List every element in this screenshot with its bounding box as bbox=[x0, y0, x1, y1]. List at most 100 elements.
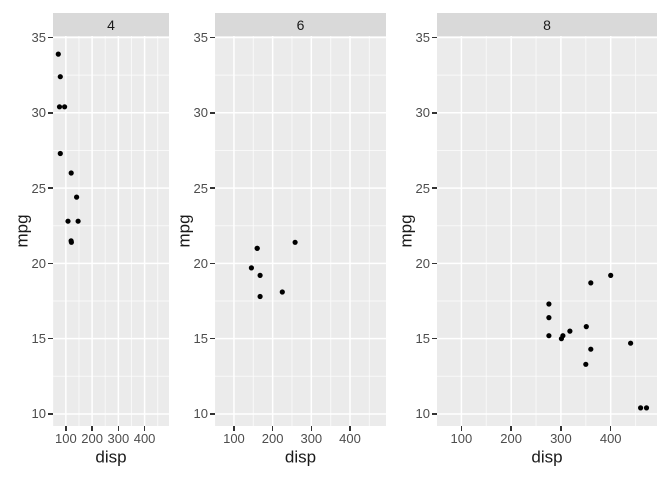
y-tick-label: 20 bbox=[31, 255, 46, 271]
y-tick-mark bbox=[210, 187, 215, 189]
x-tick-label: 400 bbox=[599, 431, 622, 446]
y-tick-mark bbox=[432, 337, 437, 340]
data-point bbox=[65, 218, 71, 224]
y-tick-mark bbox=[48, 112, 53, 114]
data-point bbox=[68, 239, 74, 245]
plot-panel bbox=[215, 36, 386, 426]
y-tick-label: 30 bbox=[193, 105, 208, 121]
data-point bbox=[292, 239, 298, 245]
data-point bbox=[57, 150, 63, 157]
x-tick-mark bbox=[271, 426, 274, 431]
x-tick-mark bbox=[65, 426, 67, 431]
y-axis-title: mpg bbox=[12, 214, 32, 248]
data-point bbox=[74, 194, 80, 200]
facet-strip: 8 bbox=[437, 13, 657, 36]
x-tick-mark bbox=[609, 426, 612, 431]
x-axis-title: disp bbox=[95, 447, 127, 467]
data-point bbox=[608, 272, 614, 278]
y-tick-label: 25 bbox=[31, 180, 46, 196]
y-tick-mark bbox=[210, 36, 215, 39]
panel-background bbox=[437, 36, 657, 426]
y-tick-label: 20 bbox=[193, 255, 208, 271]
y-tick-mark bbox=[48, 413, 53, 415]
facet-strip-label: 6 bbox=[296, 16, 305, 33]
x-tick-label: 400 bbox=[339, 431, 361, 446]
data-point bbox=[279, 289, 285, 295]
facet-strip: 6 bbox=[215, 13, 386, 36]
y-tick-mark bbox=[432, 36, 437, 39]
y-tick-label: 25 bbox=[193, 180, 208, 196]
data-point bbox=[248, 265, 254, 271]
x-tick-mark bbox=[310, 426, 313, 431]
y-axis-title: mpg bbox=[396, 214, 416, 248]
x-tick-label: 200 bbox=[500, 431, 522, 446]
data-point bbox=[68, 170, 74, 176]
y-tick-label: 15 bbox=[193, 331, 208, 347]
y-tick-mark bbox=[48, 36, 53, 39]
x-tick-label: 300 bbox=[107, 431, 130, 446]
data-point bbox=[558, 336, 564, 342]
x-tick-label: 100 bbox=[450, 431, 473, 446]
y-tick-label: 25 bbox=[415, 180, 430, 196]
y-tick-mark bbox=[210, 337, 215, 340]
data-point bbox=[583, 361, 589, 367]
y-tick-mark bbox=[432, 112, 437, 114]
y-tick-mark bbox=[48, 337, 53, 340]
y-tick-label: 10 bbox=[31, 406, 46, 422]
y-tick-label: 30 bbox=[415, 105, 430, 121]
y-tick-label: 15 bbox=[415, 331, 430, 347]
y-tick-label: 10 bbox=[415, 406, 430, 422]
x-tick-mark bbox=[233, 426, 235, 431]
y-axis-title: mpg bbox=[174, 214, 194, 248]
data-point bbox=[55, 51, 61, 57]
y-tick-label: 30 bbox=[31, 105, 46, 121]
data-point bbox=[567, 328, 573, 334]
y-tick-mark bbox=[210, 262, 215, 265]
x-tick-mark bbox=[510, 426, 512, 431]
data-point bbox=[638, 405, 644, 411]
x-tick-mark bbox=[143, 426, 146, 431]
data-point bbox=[257, 293, 263, 300]
data-point bbox=[588, 346, 594, 352]
data-point bbox=[254, 245, 260, 251]
y-tick-label: 35 bbox=[193, 30, 208, 45]
y-tick-label: 10 bbox=[193, 406, 208, 422]
x-tick-mark bbox=[460, 426, 463, 431]
data-point bbox=[62, 104, 68, 110]
plot-panel bbox=[53, 36, 169, 426]
x-tick-label: 400 bbox=[133, 431, 156, 446]
x-tick-label: 300 bbox=[300, 431, 323, 446]
data-point bbox=[546, 315, 552, 321]
panel-background bbox=[53, 36, 169, 426]
data-point bbox=[57, 74, 63, 80]
y-tick-mark bbox=[432, 187, 437, 189]
x-tick-mark bbox=[91, 426, 93, 431]
x-tick-mark bbox=[349, 426, 351, 431]
y-tick-label: 15 bbox=[31, 331, 46, 347]
x-tick-mark bbox=[117, 426, 120, 431]
y-tick-label: 20 bbox=[415, 255, 430, 271]
y-tick-mark bbox=[210, 112, 215, 114]
data-point bbox=[257, 272, 263, 278]
x-tick-label: 100 bbox=[223, 431, 245, 446]
y-tick-mark bbox=[48, 262, 53, 265]
panel-background bbox=[215, 36, 386, 426]
x-axis-title: disp bbox=[531, 447, 563, 467]
data-point bbox=[56, 104, 63, 110]
facet-strip-label: 8 bbox=[543, 16, 551, 33]
x-tick-label: 100 bbox=[55, 431, 77, 446]
data-point bbox=[583, 324, 589, 330]
data-point bbox=[643, 405, 650, 411]
data-point bbox=[588, 280, 594, 286]
x-tick-label: 300 bbox=[550, 431, 572, 446]
y-tick-label: 35 bbox=[415, 30, 430, 45]
y-tick-mark bbox=[210, 413, 215, 415]
data-point bbox=[628, 340, 634, 346]
x-axis-title: disp bbox=[284, 447, 317, 467]
facet-strip: 4 bbox=[53, 13, 169, 36]
x-tick-mark bbox=[560, 426, 562, 431]
x-tick-label: 200 bbox=[261, 431, 284, 446]
x-tick-label: 200 bbox=[81, 431, 103, 446]
data-point bbox=[546, 333, 552, 339]
